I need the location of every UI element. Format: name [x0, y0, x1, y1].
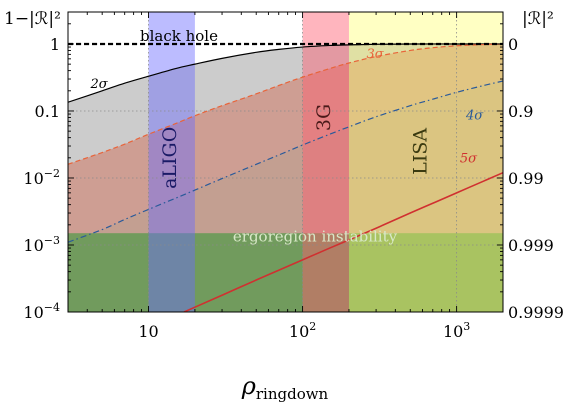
x-tick-label: 102 [289, 320, 316, 341]
y-tick-label-left: 10−4 [23, 301, 60, 322]
black-hole-label: black hole [140, 27, 218, 45]
band-3g [302, 12, 349, 312]
series-label-4-sigma: 4σ [465, 108, 484, 123]
y-tick-label-right: 0.9999 [508, 303, 564, 322]
series-label-5-sigma: 5σ [460, 152, 478, 167]
series-label-2-sigma: 2σ [90, 77, 109, 92]
band-lisa [348, 12, 503, 312]
band-label-3g: 3G [313, 104, 335, 131]
y-tick-label-right: 0.999 [508, 236, 554, 255]
series-line-5-sigma [183, 171, 503, 312]
series-line-4-sigma [68, 80, 503, 243]
axes-border [67, 11, 504, 313]
axes-frame [67, 11, 504, 313]
y-axis-title-left: 1−|ℛ|² [4, 9, 61, 29]
y-tick-label-left: 0.1 [35, 102, 60, 121]
ergoregion-label: ergoregion instability [233, 228, 398, 246]
x-tick-label: 10 [138, 322, 158, 341]
plot-area [68, 12, 503, 312]
band-aligo [148, 12, 195, 312]
y-tick-label-right: 0.99 [508, 169, 544, 188]
y-tick-label-right: 0.9 [508, 102, 533, 121]
x-tick-label: 103 [443, 320, 470, 341]
y-tick-label-left: 1 [50, 35, 60, 54]
y-tick-label-left: 10−3 [23, 234, 60, 255]
x-axis-title: ρringdown [241, 372, 329, 403]
band-label-lisa: LISA [409, 128, 431, 175]
y-axis-title-right: |ℛ|² [522, 9, 554, 29]
band-label-aligo: aLIGO [159, 127, 181, 189]
ergoregion-band [68, 233, 503, 312]
y-tick-label-left: 10−2 [23, 167, 60, 188]
labels-layer: 10 102 103 1 0.1 10−2 10−3 10−4 0 0.9 0.99 0.999 0.9… [4, 9, 564, 403]
y-tick-label-right: 0 [508, 35, 518, 54]
series-label-3-sigma: 3σ [367, 47, 385, 62]
series-line-3-sigma [68, 43, 503, 165]
